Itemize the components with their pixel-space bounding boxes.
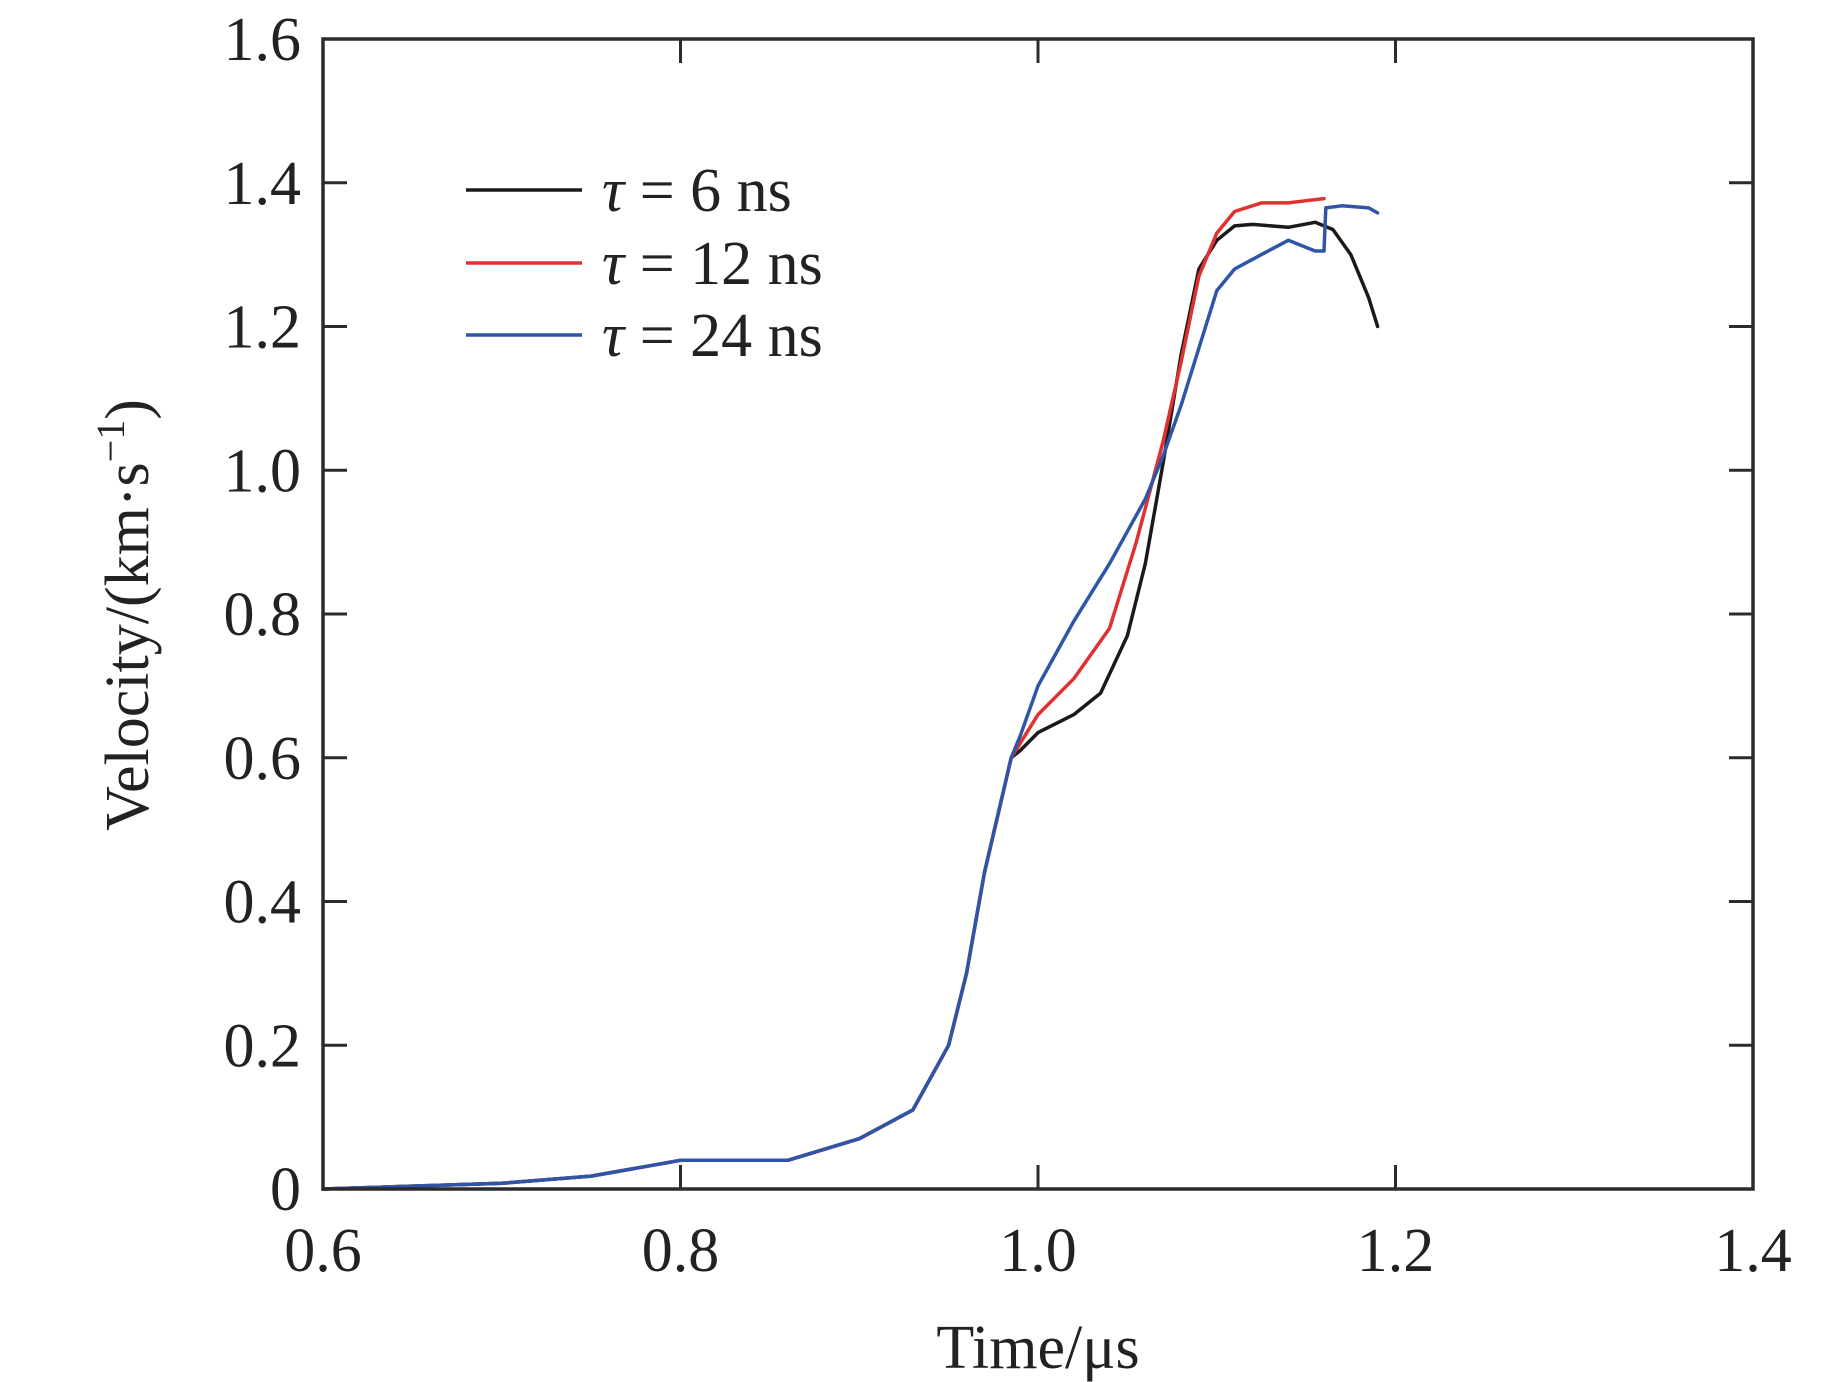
y-axis-title-superscript: −1 [88,420,133,463]
x-tick-label: 0.6 [284,1217,362,1285]
legend-tau-symbol: τ [602,230,627,298]
legend-tau-symbol: τ [602,157,627,225]
y-tick-label: 1.2 [224,294,302,362]
legend-value: = 12 ns [624,230,823,298]
x-tick-label: 1.2 [1357,1217,1435,1285]
y-axis-title-close: ) [94,399,162,420]
legend-value: = 24 ns [624,302,823,370]
x-tick-label: 1.0 [999,1217,1077,1285]
ticks-layer [321,37,1755,1191]
series-layer [321,196,1380,1191]
series-line-2 [321,196,1326,1191]
y-tick-label: 1.6 [224,6,302,74]
x-tick-label: 0.8 [642,1217,720,1285]
legend-label-2: τ = 12 ns [602,230,823,298]
series-line-1 [321,220,1380,1191]
y-tick-label: 1.4 [224,150,302,218]
plot-frame [321,37,1755,1191]
legend: τ = 6 nsτ = 12 nsτ = 24 ns [466,157,823,370]
y-tick-label: 0.2 [224,1012,302,1080]
y-tick-label: 0 [270,1156,301,1224]
x-tick-label: 1.4 [1714,1217,1792,1285]
legend-tau-symbol: τ [602,302,627,370]
y-tick-label: 0.4 [224,869,302,937]
series-line-3 [321,204,1380,1191]
y-axis-title: Velocity/(km·s−1) [88,399,162,831]
tick-labels-layer: 0.6 0.8 1.0 1.2 1.4 0 0.2 0.4 0.6 0.8 1.0 1.2 1.4 1.6 [224,6,1792,1285]
y-tick-label: 0.6 [224,725,302,793]
legend-value: = 6 ns [624,157,792,225]
legend-label-3: τ = 24 ns [602,302,823,370]
x-axis-title: Time/μs [936,1314,1139,1382]
y-axis-title-main: Velocity/(km·s [94,462,162,831]
y-tick-label: 0.8 [224,581,302,649]
y-tick-label: 1.0 [224,437,302,505]
legend-label-1: τ = 6 ns [602,157,792,225]
